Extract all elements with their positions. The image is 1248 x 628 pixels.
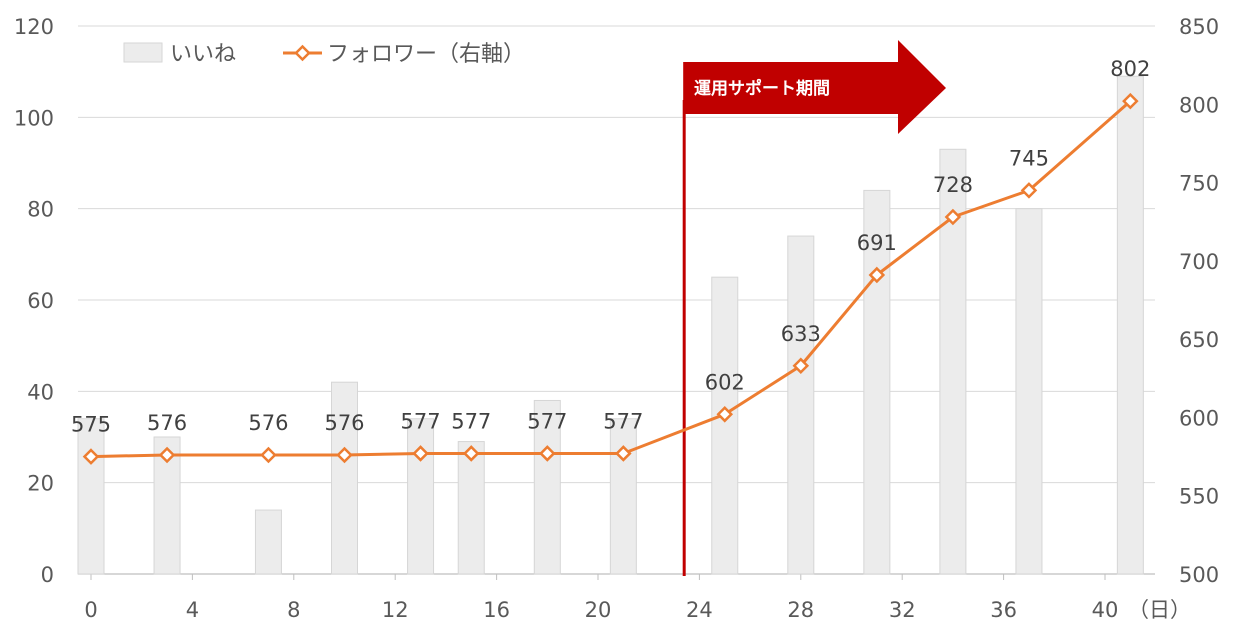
follower-data-label: 577 (451, 409, 491, 433)
follower-marker (1122, 92, 1139, 110)
period-arrow (683, 40, 946, 134)
follower-data-label: 577 (401, 409, 441, 433)
y-left-tick-label: 60 (27, 289, 54, 313)
legend-bar-swatch (123, 42, 163, 63)
bar (609, 418, 637, 575)
x-tick-label: 24 (686, 598, 713, 622)
x-tick-label: 36 (990, 598, 1017, 622)
follower-marker (792, 357, 810, 375)
bar (254, 509, 282, 575)
period-label: 運用サポート期間 (694, 78, 830, 99)
legend-bar-label: いいね (170, 42, 236, 67)
legend-line-label: フォロワー（右軸） (327, 42, 525, 67)
bar (787, 235, 815, 575)
follower-data-label: 577 (527, 409, 567, 433)
follower-data-label: 576 (324, 411, 364, 435)
x-tick-label: 12 (382, 598, 409, 622)
legend-line-marker (294, 44, 311, 62)
follower-data-label: 575 (71, 413, 111, 437)
x-tick-label: 28 (787, 598, 814, 622)
bar (331, 381, 358, 575)
x-tick-label: 4 (186, 598, 199, 622)
follower-data-label: 576 (147, 411, 187, 435)
y-right-tick-label: 550 (1179, 485, 1219, 509)
y-right-tick-label: 850 (1179, 15, 1219, 39)
y-right-tick-label: 700 (1179, 250, 1219, 274)
follower-data-label: 633 (781, 322, 821, 346)
follower-data-label: 691 (857, 231, 897, 255)
follower-marker (944, 208, 962, 226)
x-unit-label: （日） (1128, 598, 1191, 622)
follower-data-label: 576 (248, 411, 288, 435)
follower-marker (260, 446, 277, 464)
bar (1015, 208, 1043, 575)
follower-marker (868, 266, 886, 284)
y-left-tick-label: 120 (14, 15, 54, 39)
follower-data-label: 577 (603, 409, 643, 433)
follower-marker (82, 448, 100, 465)
x-tick-label: 20 (585, 598, 612, 622)
y-right-tick-label: 650 (1179, 328, 1219, 352)
follower-marker (615, 445, 632, 462)
follower-data-label: 745 (1009, 146, 1049, 170)
bar (863, 189, 891, 575)
follower-marker (462, 445, 480, 462)
x-tick-label: 16 (483, 598, 510, 622)
x-tick-label: 32 (889, 598, 916, 622)
follower-data-label: 728 (933, 173, 973, 197)
bar (77, 418, 105, 575)
y-left-tick-label: 100 (14, 106, 54, 130)
x-tick-label: 8 (287, 598, 300, 622)
y-left-tick-label: 40 (27, 380, 54, 404)
follower-marker (336, 446, 353, 464)
y-right-tick-label: 600 (1179, 406, 1219, 430)
bar (711, 276, 739, 575)
follower-marker (539, 445, 556, 462)
follower-marker (158, 446, 176, 464)
follower-marker (1020, 182, 1038, 199)
follower-marker (412, 445, 429, 462)
y-right-tick-label: 800 (1179, 93, 1219, 117)
follower-data-label: 802 (1110, 57, 1150, 81)
y-left-tick-label: 0 (41, 563, 54, 587)
follower-marker (716, 406, 734, 423)
bar (407, 418, 435, 575)
follower-data-label: 602 (705, 370, 745, 394)
bar (457, 441, 485, 575)
y-right-tick-label: 500 (1179, 563, 1219, 587)
bar (1116, 75, 1144, 575)
y-right-tick-label: 750 (1179, 172, 1219, 196)
x-tick-label: 40 (1092, 598, 1119, 622)
bar (533, 399, 561, 575)
y-left-tick-label: 20 (27, 472, 54, 496)
x-tick-label: 0 (84, 598, 97, 622)
y-left-tick-label: 80 (27, 198, 54, 222)
follower-line (90, 100, 1132, 459)
